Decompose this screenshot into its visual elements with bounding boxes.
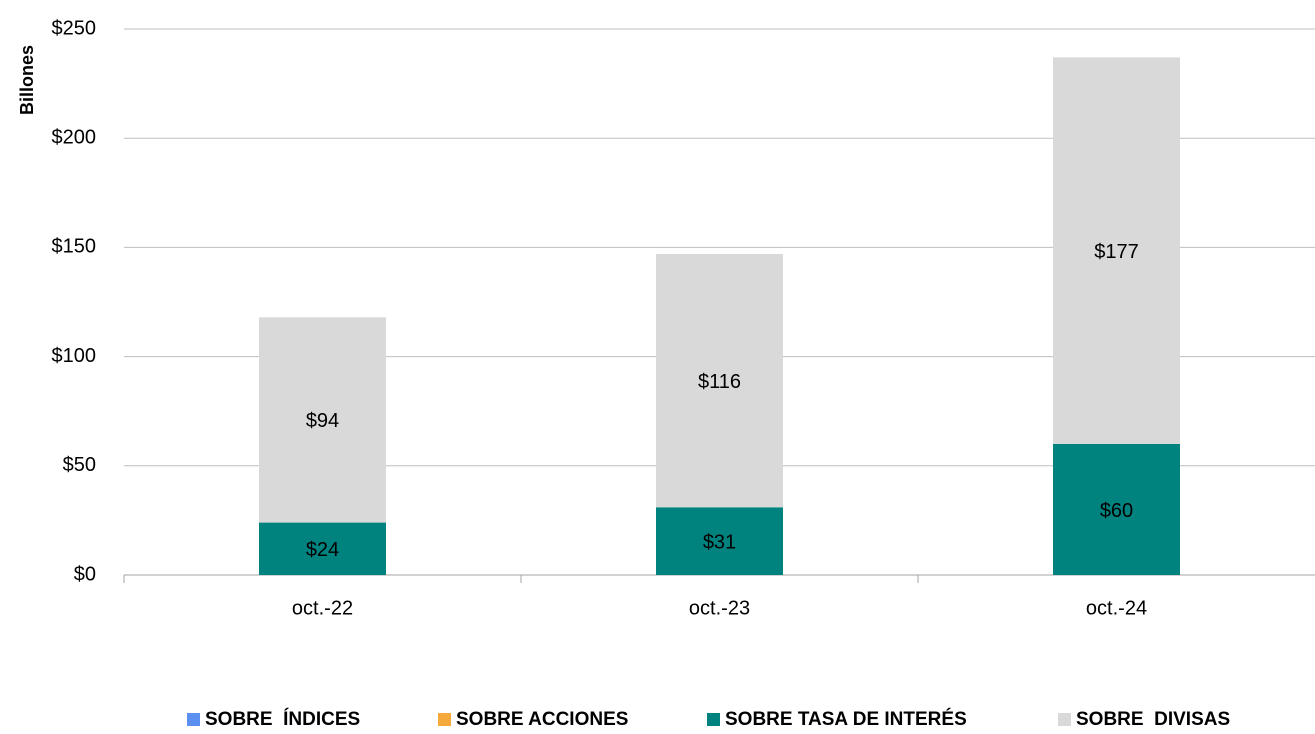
y-tick-label: $250 [52, 17, 97, 39]
legend-label: SOBRE DIVISAS [1076, 709, 1230, 730]
x-tick-label: oct.-23 [689, 597, 750, 619]
bar-segment [656, 507, 783, 575]
y-tick-label: $200 [52, 126, 97, 148]
y-tick-label: $150 [52, 236, 97, 258]
y-tick-label: $50 [63, 454, 96, 476]
bar-segment [259, 522, 386, 575]
data-label: $60 [1100, 500, 1133, 522]
y-tick-label: $0 [74, 563, 96, 585]
x-tick-label: oct.-22 [292, 597, 353, 619]
bar-segment [1053, 443, 1180, 575]
bar-segment [656, 253, 783, 508]
legend-swatch [707, 713, 720, 726]
y-axis-label: Billones [17, 45, 37, 115]
data-label: $24 [306, 539, 339, 561]
legend-swatch [1058, 713, 1071, 726]
legend-label: SOBRE ACCIONES [456, 709, 628, 730]
bar-segment [259, 317, 386, 523]
data-label: $177 [1094, 241, 1139, 263]
data-label: $94 [306, 410, 339, 432]
legend-label: SOBRE TASA DE INTERÉS [725, 708, 967, 730]
bar-segment [1053, 57, 1180, 444]
legend-swatch [438, 713, 451, 726]
y-tick-label: $100 [52, 345, 97, 367]
legend: SOBRE ÍNDICES SOBRE ACCIONES SOBRE TASA DE… [187, 708, 1230, 730]
legend-label: SOBRE ÍNDICES [205, 708, 360, 730]
data-label: $116 [698, 371, 741, 393]
legend-swatch [187, 713, 200, 726]
data-label: $31 [703, 531, 736, 553]
x-tick-label: oct.-24 [1086, 597, 1147, 619]
